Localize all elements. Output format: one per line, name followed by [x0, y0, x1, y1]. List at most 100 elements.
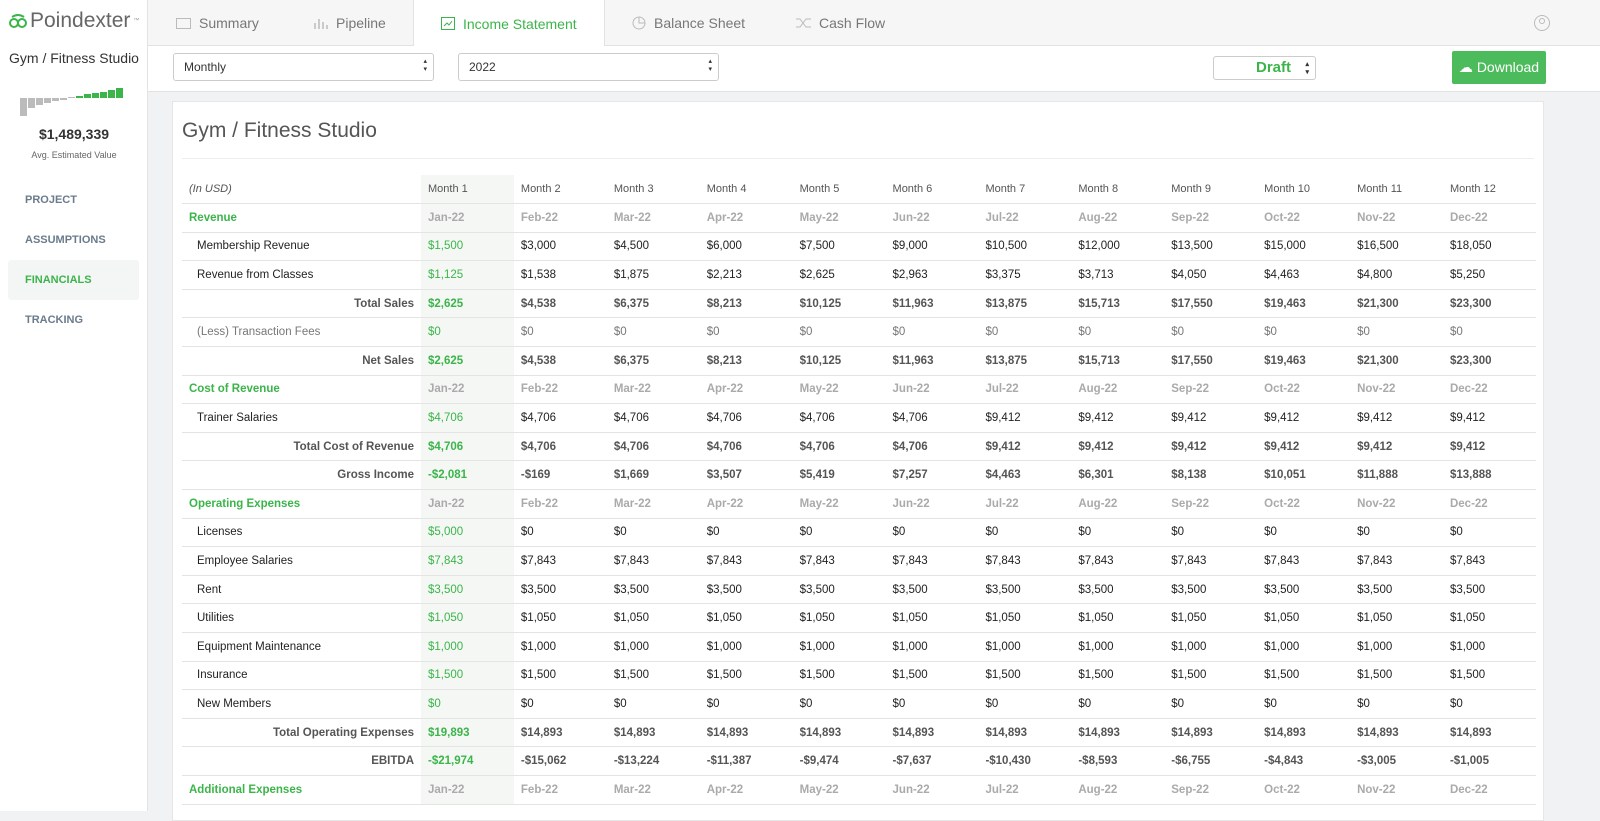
cell: $9,412 — [1442, 432, 1536, 462]
cell: $1,050 — [1071, 603, 1165, 633]
cell: $13,875 — [978, 346, 1072, 376]
month-label: Jan-22 — [421, 489, 514, 519]
nav-item[interactable]: ASSUMPTIONS — [25, 234, 106, 246]
cell: $3,000 — [513, 232, 607, 262]
column-header: Month 10 — [1257, 175, 1351, 205]
user-icon[interactable] — [1534, 15, 1550, 31]
month-label: Jun-22 — [885, 203, 979, 233]
section-row: Additional Expenses Jan-22 Feb-22 Mar-22 Apr… — [182, 775, 1536, 805]
column-header: Month 11 — [1350, 175, 1443, 205]
cell: $0 — [1350, 518, 1443, 548]
cell: $4,706 — [699, 403, 793, 433]
cell: $6,375 — [606, 289, 700, 319]
row-label: Total Operating Expenses — [182, 718, 421, 748]
month-label: Feb-22 — [513, 489, 607, 519]
statement-panel: Gym / Fitness Studio (In USD) Month 1 Mont… — [172, 101, 1544, 821]
tab[interactable]: Pipeline — [314, 0, 386, 46]
column-header: Month 5 — [792, 175, 886, 205]
total-row: EBITDA -$21,974 -$15,062 -$13,224 -$11,387 -$… — [182, 746, 1536, 776]
month-label: Jul-22 — [978, 775, 1072, 805]
row-label: Total Cost of Revenue — [182, 432, 421, 462]
tab-active[interactable]: Income Statement — [413, 0, 605, 47]
row-label: Revenue from Classes — [182, 260, 421, 290]
row-label: Rent — [182, 575, 421, 605]
row-label: Operating Expenses — [182, 489, 421, 519]
cell: $14,893 — [513, 718, 607, 748]
tab[interactable]: Summary — [176, 0, 259, 46]
nav-item[interactable]: PROJECT — [25, 194, 77, 206]
cell: $3,507 — [699, 460, 793, 491]
tab-label: Pipeline — [336, 15, 386, 31]
period-select[interactable]: Monthly — [173, 53, 434, 81]
column-header: Month 9 — [1164, 175, 1258, 205]
tab[interactable]: Balance Sheet — [632, 0, 745, 46]
cell: $0 — [699, 317, 793, 348]
month-label: Oct-22 — [1257, 775, 1351, 805]
cell: $1,050 — [699, 603, 793, 633]
tab-label: Cash Flow — [819, 15, 886, 31]
month-label: Dec-22 — [1442, 775, 1536, 805]
year-select[interactable]: 2022 — [458, 53, 719, 81]
cell: -$2,081 — [421, 460, 514, 491]
brand[interactable]: Poindexter ™ — [9, 9, 139, 33]
cell: $0 — [699, 518, 793, 548]
download-button[interactable]: ☁ Download — [1452, 51, 1546, 84]
cell: $9,412 — [1257, 403, 1351, 433]
cell: $0 — [513, 317, 607, 348]
cell: $12,000 — [1071, 232, 1165, 262]
item-row: Licenses $5,000 $0 $0 $0 $0 $0 $0 $0 $0 $0 $0 $0 — [182, 518, 1536, 548]
cell: $23,300 — [1442, 289, 1536, 319]
cell: $4,500 — [606, 232, 700, 262]
cell: $6,375 — [606, 346, 700, 376]
cell: -$4,843 — [1257, 746, 1351, 776]
cell: $21,300 — [1350, 289, 1443, 319]
nav-item[interactable]: TRACKING — [25, 314, 84, 326]
cell: $19,893 — [421, 718, 514, 748]
month-label: Apr-22 — [699, 203, 793, 233]
cell: $4,538 — [513, 346, 607, 376]
cell: $0 — [1164, 689, 1258, 719]
cell: $1,500 — [421, 661, 514, 691]
cell: $1,050 — [606, 603, 700, 633]
cell: $7,843 — [699, 546, 793, 576]
cell: $3,500 — [699, 575, 793, 605]
cell: $4,706 — [792, 432, 886, 462]
cell: $14,893 — [1350, 718, 1443, 748]
cell: $1,000 — [792, 632, 886, 662]
cell: $1,500 — [885, 661, 979, 691]
cell: $0 — [1257, 518, 1351, 548]
row-label: Cost of Revenue — [182, 375, 421, 405]
status-select[interactable]: Draft — [1213, 56, 1316, 80]
cell: $10,500 — [978, 232, 1072, 262]
item-row: Insurance $1,500 $1,500 $1,500 $1,500 $1,500 $… — [182, 661, 1536, 691]
row-label: Trainer Salaries — [182, 403, 421, 433]
column-header: Month 3 — [606, 175, 700, 205]
item-row: Membership Revenue $1,500 $3,000 $4,500 $6,0… — [182, 232, 1536, 262]
cell: $7,843 — [1164, 546, 1258, 576]
cell: $4,706 — [699, 432, 793, 462]
logo — [9, 14, 27, 28]
header-row: (In USD) Month 1 Month 2 Month 3 Month 4 Mont… — [182, 175, 1536, 205]
cell: $17,550 — [1164, 346, 1258, 376]
row-label: Total Sales — [182, 289, 421, 319]
month-label: Sep-22 — [1164, 203, 1258, 233]
cell: $0 — [1164, 518, 1258, 548]
cell: $1,050 — [1442, 603, 1536, 633]
cell: $0 — [1350, 317, 1443, 348]
cell: $1,050 — [1164, 603, 1258, 633]
cell: $1,000 — [978, 632, 1072, 662]
brand-name: Poindexter — [30, 9, 131, 32]
nav-item-active[interactable]: FINANCIALS — [8, 260, 139, 300]
row-label: EBITDA — [182, 746, 421, 776]
tab[interactable]: Cash Flow — [796, 0, 885, 46]
cell: $18,050 — [1442, 232, 1536, 262]
cell: $3,500 — [1442, 575, 1536, 605]
tab-bar: Summary Pipeline Income Statement Balanc… — [148, 0, 1600, 47]
cell: $0 — [606, 317, 700, 348]
project-name: Gym / Fitness Studio — [9, 50, 139, 66]
cell: -$3,005 — [1350, 746, 1443, 776]
cell: $9,412 — [978, 403, 1072, 433]
cell: $17,550 — [1164, 289, 1258, 319]
cell: $14,893 — [1071, 718, 1165, 748]
cell: $6,301 — [1071, 460, 1165, 491]
